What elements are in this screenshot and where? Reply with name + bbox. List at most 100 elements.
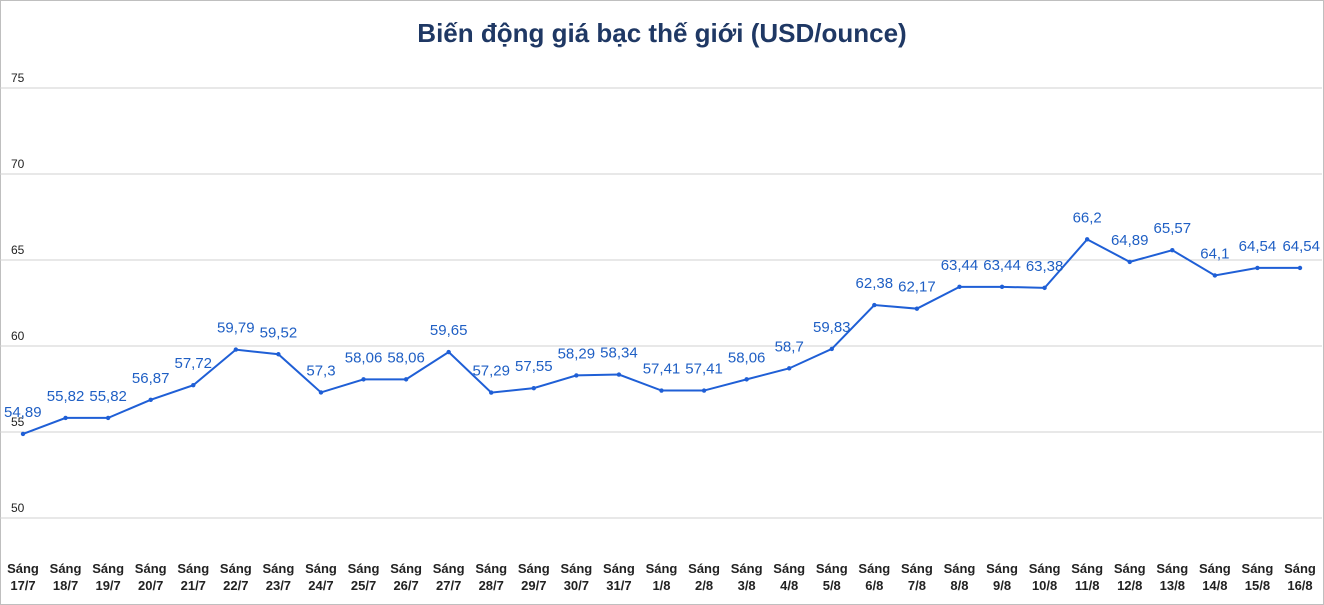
data-label: 59,79	[217, 320, 255, 337]
data-label: 57,41	[685, 361, 723, 378]
x-tick-label: Sáng 16/8	[1284, 561, 1316, 593]
y-axis-ticks: 50 55 60 65 70 75	[11, 71, 25, 515]
x-tick-label: Sáng 1/8	[646, 561, 678, 593]
x-tick-label: Sáng 14/8	[1199, 561, 1231, 593]
data-point	[233, 347, 239, 352]
data-label: 63,44	[983, 257, 1021, 274]
data-label: 58,06	[345, 349, 383, 366]
gridlines	[0, 87, 1322, 519]
data-label: 62,17	[898, 279, 936, 296]
x-tick-label: Sáng 23/7	[263, 561, 295, 593]
data-point	[148, 397, 153, 403]
data-point	[1212, 273, 1218, 278]
data-point	[191, 383, 196, 388]
data-label: 63,38	[1026, 258, 1064, 275]
x-tick-label: Sáng 18/7	[50, 561, 82, 593]
x-tick-label: Sáng 12/8	[1114, 561, 1146, 593]
data-points	[20, 237, 1303, 437]
data-point	[872, 302, 877, 308]
x-tick-label: Sáng 19/7	[92, 561, 124, 593]
data-point	[701, 388, 707, 393]
series-line-layer	[22, 238, 1300, 435]
data-label: 64,54	[1282, 238, 1320, 255]
y-tick-label: 55	[11, 415, 25, 429]
x-tick-label: Sáng 28/7	[475, 561, 507, 593]
data-point	[361, 377, 366, 382]
x-tick-label: Sáng 21/7	[177, 561, 209, 593]
data-point	[531, 385, 536, 391]
data-label: 65,57	[1154, 220, 1192, 237]
data-point	[787, 366, 792, 371]
data-label: 62,38	[856, 275, 894, 292]
x-tick-label: Sáng 22/7	[220, 561, 252, 593]
data-label: 59,83	[813, 319, 851, 336]
x-tick-label: Sáng 4/8	[773, 561, 805, 593]
x-tick-label: Sáng 2/8	[688, 561, 720, 593]
data-point	[659, 388, 664, 393]
x-tick-label: Sáng 24/7	[305, 561, 337, 593]
x-tick-label: Sáng 9/8	[986, 561, 1018, 593]
data-label: 57,3	[306, 362, 335, 379]
x-tick-label: Sáng 15/8	[1242, 561, 1274, 593]
data-label: 66,2	[1073, 209, 1102, 226]
data-label: 59,52	[260, 324, 298, 341]
data-point	[63, 415, 68, 421]
data-label: 57,55	[515, 358, 553, 375]
chart-title: Biến động giá bạc thế giới (USD/ounce)	[417, 18, 907, 48]
data-point	[999, 284, 1005, 290]
x-tick-label: Sáng 10/8	[1029, 561, 1061, 593]
data-label: 57,41	[643, 361, 681, 378]
data-label: 58,06	[387, 349, 425, 366]
data-point	[489, 390, 494, 395]
data-point	[1297, 265, 1303, 271]
data-point	[616, 372, 622, 377]
data-label: 56,87	[132, 370, 170, 387]
data-point	[957, 284, 962, 290]
data-point	[1170, 247, 1175, 253]
x-axis-labels: Sáng 17/7 Sáng 18/7 Sáng 19/7 Sáng 20/7 Sáng 21/7…	[7, 561, 1316, 593]
y-tick-label: 75	[11, 71, 25, 85]
data-label: 58,29	[558, 345, 596, 362]
x-tick-label: Sáng 8/8	[944, 561, 976, 593]
x-tick-label: Sáng 5/8	[816, 561, 848, 593]
data-point	[829, 346, 834, 352]
data-point	[318, 390, 324, 395]
data-label: 58,34	[600, 345, 638, 362]
data-point	[1127, 259, 1132, 265]
data-label: 59,65	[430, 322, 468, 339]
data-label: 58,7	[775, 338, 804, 355]
x-tick-label: Sáng 27/7	[433, 561, 465, 593]
x-tick-label: Sáng 30/7	[560, 561, 592, 593]
x-tick-label: Sáng 20/7	[135, 561, 167, 593]
data-point	[20, 431, 26, 437]
x-tick-label: Sáng 6/8	[858, 561, 890, 593]
x-tick-label: Sáng 31/7	[603, 561, 635, 593]
x-tick-label: Sáng 7/8	[901, 561, 933, 593]
x-tick-label: Sáng 25/7	[348, 561, 380, 593]
data-point	[1084, 237, 1090, 242]
x-tick-label: Sáng 17/7	[7, 561, 39, 593]
data-point	[914, 306, 920, 311]
y-tick-label: 65	[11, 243, 25, 257]
y-tick-label: 60	[11, 329, 25, 343]
data-point	[105, 415, 111, 421]
y-tick-label: 70	[11, 157, 25, 171]
data-label: 55,82	[47, 388, 85, 405]
data-point	[744, 377, 749, 382]
data-point	[1255, 265, 1260, 271]
data-label: 64,1	[1200, 245, 1229, 262]
data-label: 57,29	[472, 363, 510, 380]
x-tick-label: Sáng 3/8	[731, 561, 763, 593]
data-label: 58,06	[728, 349, 766, 366]
data-label: 54,89	[4, 404, 42, 421]
data-point	[276, 352, 281, 357]
data-point	[574, 373, 579, 378]
x-tick-label: Sáng 26/7	[390, 561, 422, 593]
data-point	[403, 377, 409, 382]
data-label: 55,82	[89, 388, 127, 405]
x-tick-label: Sáng 11/8	[1071, 561, 1103, 593]
data-label: 63,44	[941, 257, 979, 274]
